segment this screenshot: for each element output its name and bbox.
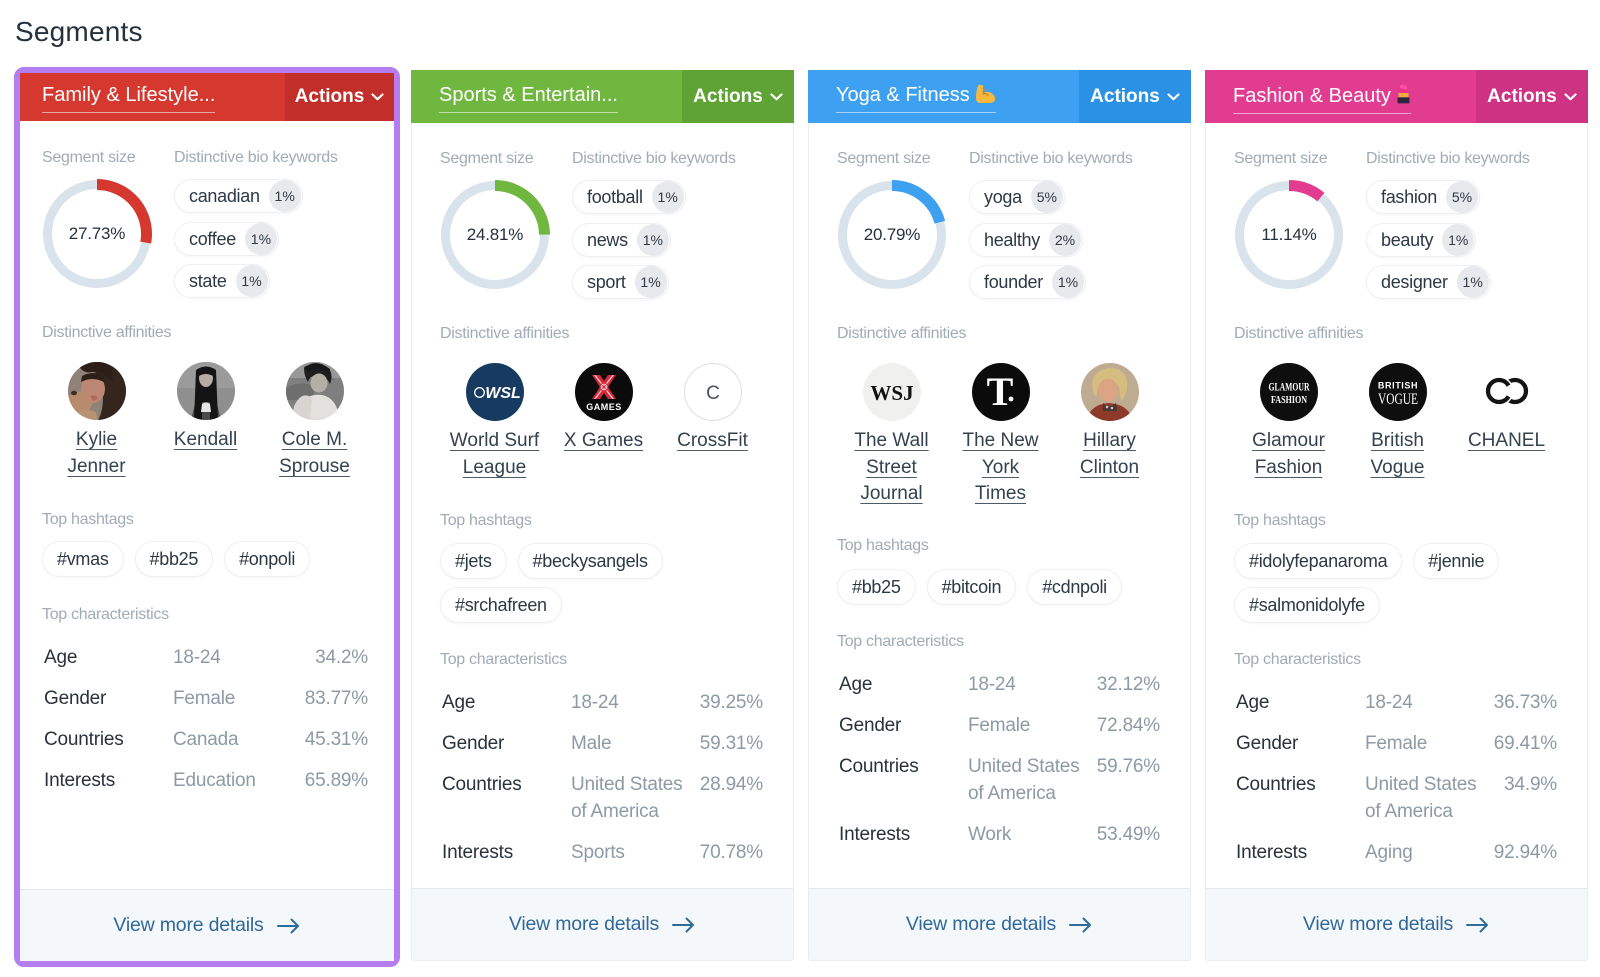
svg-text:WSL: WSL bbox=[485, 385, 521, 402]
svg-text:VOGUE: VOGUE bbox=[1378, 391, 1418, 408]
svg-text:GAMES: GAMES bbox=[586, 402, 622, 412]
svg-text:C: C bbox=[706, 383, 720, 404]
svg-text:BRITISH: BRITISH bbox=[1377, 381, 1417, 391]
svg-text:WSJ: WSJ bbox=[870, 381, 913, 405]
svg-text:GLAMOUR: GLAMOUR bbox=[1268, 382, 1309, 394]
svg-text:T: T bbox=[986, 369, 1013, 414]
svg-text:FASHION: FASHION bbox=[1271, 394, 1307, 406]
